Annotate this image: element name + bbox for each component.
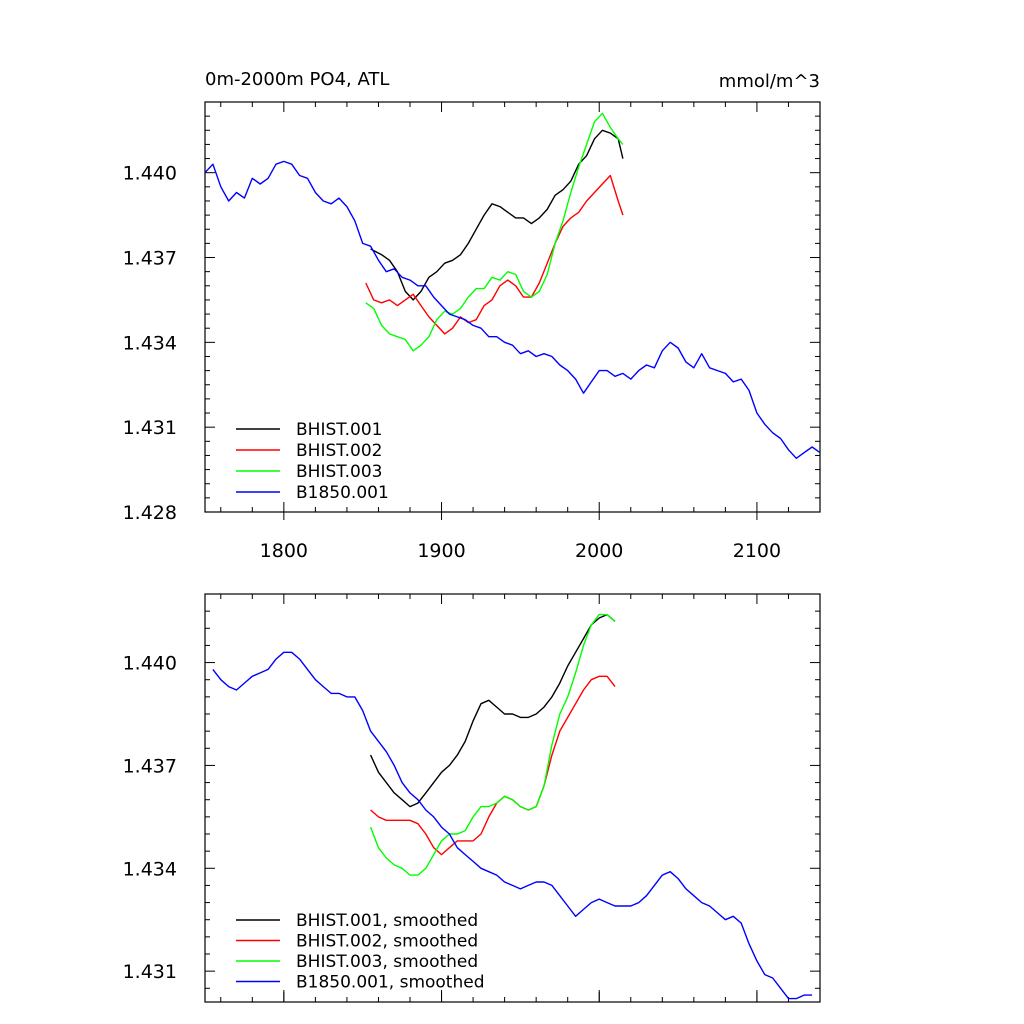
series-line-2: [369, 613, 616, 876]
y-tick-label: 1.431: [123, 417, 177, 439]
x-tick-label: 2000: [575, 540, 623, 562]
series-line-3: [212, 651, 813, 1000]
y-tick-label: 1.440: [123, 653, 177, 675]
chart-units-label: mmol/m^3: [719, 71, 820, 92]
y-tick-label: 1.437: [123, 755, 177, 777]
series-line-1: [365, 174, 624, 335]
series-line-3: [205, 160, 820, 459]
y-tick-label: 1.437: [123, 248, 177, 270]
legend-label-3: B1850.001: [296, 483, 389, 503]
y-tick-label: 1.428: [123, 502, 177, 524]
legend-label-2: BHIST.003, smoothed: [296, 952, 478, 972]
series-line-2: [365, 112, 624, 352]
legend-label-2: BHIST.003: [296, 462, 382, 482]
y-tick-label: 1.434: [123, 332, 177, 354]
legend-label-1: BHIST.002, smoothed: [296, 932, 478, 952]
x-tick-label: 2100: [733, 540, 781, 562]
top-panel-plot: 1800 1900 2000 2100 1.428 1.431 1.434 1.437 1.44…: [123, 101, 821, 562]
x-tick-label: 1900: [417, 540, 465, 562]
series-line-1: [370, 675, 616, 856]
plot-frame: [204, 101, 821, 513]
series-line-0: [369, 613, 616, 808]
y-tick-label: 1.440: [123, 163, 177, 185]
legend-label-3: B1850.001, smoothed: [296, 973, 485, 993]
chart-title-left: 0m-2000m PO4, ATL: [205, 69, 389, 90]
y-tick-label: 1.434: [123, 858, 177, 880]
y-tick-label: 1.431: [123, 961, 177, 983]
x-tick-label: 1800: [260, 540, 308, 562]
plot-frame: [204, 593, 821, 1003]
legend-label-1: BHIST.002: [296, 441, 382, 461]
legend-label-0: BHIST.001, smoothed: [296, 911, 478, 931]
legend-label-0: BHIST.001: [296, 420, 382, 440]
